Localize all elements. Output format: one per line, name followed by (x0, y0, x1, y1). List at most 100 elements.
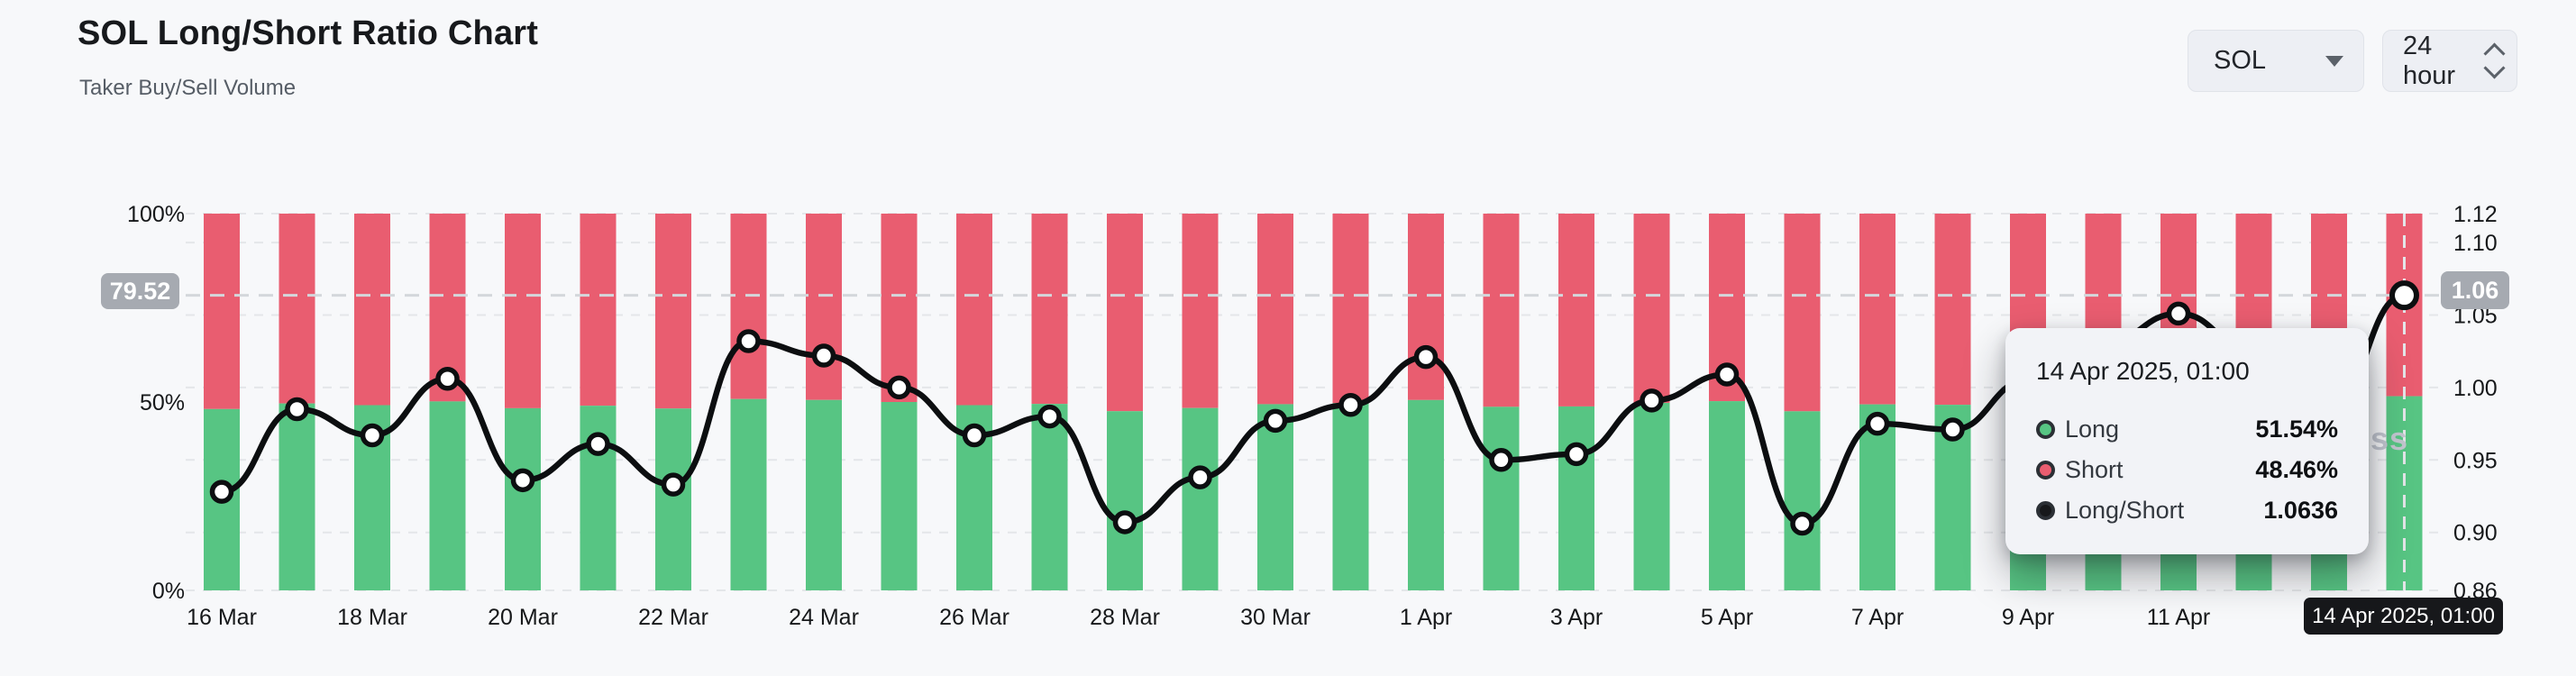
left-axis-tick: 50% (140, 390, 185, 416)
chart-tooltip: 14 Apr 2025, 01:00 Long 51.54% Short 48.… (2005, 328, 2369, 554)
bar-long-segment[interactable] (1408, 399, 1444, 590)
tooltip-long-value: 51.54% (2255, 416, 2338, 443)
bar-short-segment[interactable] (1859, 214, 1895, 405)
tooltip-short-value: 48.46% (2255, 456, 2338, 483)
bar-short-segment[interactable] (806, 214, 842, 400)
x-axis-tick: 24 Mar (789, 605, 859, 630)
bar-short-segment[interactable] (1784, 214, 1821, 412)
bar-short-segment[interactable] (1408, 214, 1444, 400)
bar-short-segment[interactable] (580, 214, 617, 407)
ratio-marker (209, 480, 234, 504)
ratio-marker (1714, 362, 1740, 387)
crosshair-left-axis-badge: 79.52 (101, 273, 179, 309)
tooltip-row-ratio: Long/Short 1.0636 (2036, 490, 2338, 531)
ratio-marker (887, 375, 911, 400)
bar-long-segment[interactable] (1709, 401, 1745, 590)
bar-short-segment[interactable] (1031, 214, 1068, 405)
symbol-select[interactable]: SOL (2188, 30, 2364, 92)
bar-long-segment[interactable] (655, 408, 691, 590)
page-title: SOL Long/Short Ratio Chart (78, 14, 539, 52)
ratio-marker (360, 423, 385, 448)
ratio-marker (1112, 510, 1137, 534)
right-axis-tick: 1.00 (2453, 376, 2498, 401)
right-axis-tick: 1.12 (2453, 202, 2498, 227)
tooltip-ratio-label: Long/Short (2065, 497, 2185, 524)
bar-long-segment[interactable] (1332, 403, 1369, 590)
x-axis-tick: 7 Apr (1851, 605, 1904, 630)
x-axis-tick: 20 Mar (488, 605, 558, 630)
bar-short-segment[interactable] (956, 214, 992, 406)
ratio-marker (1263, 408, 1288, 434)
ratio-marker (1790, 511, 1814, 536)
ratio-marker (285, 397, 309, 422)
right-axis-tick: 0.90 (2453, 521, 2498, 546)
bar-short-segment[interactable] (1182, 214, 1219, 408)
bar-long-segment[interactable] (1784, 411, 1821, 590)
bar-short-segment[interactable] (730, 214, 767, 399)
x-axis-tick: 28 Mar (1090, 605, 1160, 630)
x-axis-tick: 11 Apr (2147, 605, 2210, 630)
bar-long-segment[interactable] (1483, 407, 1520, 590)
bar-long-segment[interactable] (806, 399, 842, 590)
bar-long-segment[interactable] (279, 403, 315, 590)
x-axis-tick: 26 Mar (939, 605, 1009, 630)
ratio-marker (661, 472, 686, 497)
ratio-marker (1188, 465, 1212, 489)
x-axis-tick: 5 Apr (1701, 605, 1753, 630)
bar-long-segment[interactable] (1031, 404, 1068, 590)
ratio-dot-icon (2036, 501, 2055, 520)
tooltip-title: 14 Apr 2025, 01:00 (2036, 357, 2250, 385)
bar-long-segment[interactable] (429, 401, 466, 590)
x-axis-tick: 1 Apr (1400, 605, 1452, 630)
bar-short-segment[interactable] (881, 214, 918, 402)
x-axis-tick: 22 Mar (638, 605, 708, 630)
watermark-text: ss (2370, 420, 2409, 457)
long-dot-icon (2036, 420, 2055, 439)
bar-long-segment[interactable] (730, 398, 767, 590)
ratio-marker (1037, 404, 1062, 429)
bar-short-segment[interactable] (1332, 214, 1369, 404)
bar-short-segment[interactable] (1633, 214, 1670, 403)
ratio-marker (1941, 417, 1965, 442)
ratio-marker (1489, 448, 1513, 472)
bar-long-segment[interactable] (1107, 411, 1143, 590)
bar-short-segment[interactable] (1107, 214, 1143, 412)
bar-long-segment[interactable] (1558, 406, 1594, 590)
interval-select[interactable]: 24 hour (2382, 30, 2517, 92)
bar-long-segment[interactable] (505, 407, 541, 590)
x-axis-tick: 30 Mar (1240, 605, 1311, 630)
bar-long-segment[interactable] (1182, 407, 1219, 590)
bar-short-segment[interactable] (1257, 214, 1293, 405)
ratio-marker (1564, 442, 1589, 467)
bar-short-segment[interactable] (354, 214, 390, 406)
bar-long-segment[interactable] (2386, 396, 2423, 590)
page-subtitle: Taker Buy/Sell Volume (79, 76, 297, 100)
symbol-select-value: SOL (2214, 46, 2267, 75)
ratio-marker (962, 423, 987, 448)
tooltip-row-long: Long 51.54% (2036, 409, 2338, 450)
ratio-marker (736, 329, 761, 353)
bar-long-segment[interactable] (1633, 402, 1670, 590)
bar-short-segment[interactable] (1483, 214, 1520, 407)
crosshair-date-badge: 14 Apr 2025, 01:00 (2304, 598, 2503, 635)
ratio-marker (1338, 392, 1363, 417)
ratio-marker (2166, 301, 2191, 326)
ratio-marker-active (2389, 280, 2419, 311)
bar-short-segment[interactable] (279, 214, 315, 404)
left-axis-tick: 100% (127, 202, 185, 227)
bar-short-segment[interactable] (655, 214, 691, 409)
bar-long-segment[interactable] (881, 402, 918, 590)
tooltip-long-label: Long (2065, 416, 2120, 443)
bar-short-segment[interactable] (1934, 214, 1971, 406)
x-axis-tick: 16 Mar (187, 605, 257, 630)
x-axis-tick: 3 Apr (1550, 605, 1603, 630)
ratio-marker (435, 367, 460, 391)
bar-long-segment[interactable] (1257, 404, 1293, 590)
bar-short-segment[interactable] (204, 214, 240, 409)
ratio-marker (1640, 388, 1664, 413)
right-axis-tick: 0.95 (2453, 448, 2498, 473)
right-axis-tick: 1.10 (2453, 231, 2498, 256)
bar-short-segment[interactable] (1558, 214, 1594, 407)
bar-short-segment[interactable] (505, 214, 541, 408)
x-axis-tick: 9 Apr (2002, 605, 2054, 630)
